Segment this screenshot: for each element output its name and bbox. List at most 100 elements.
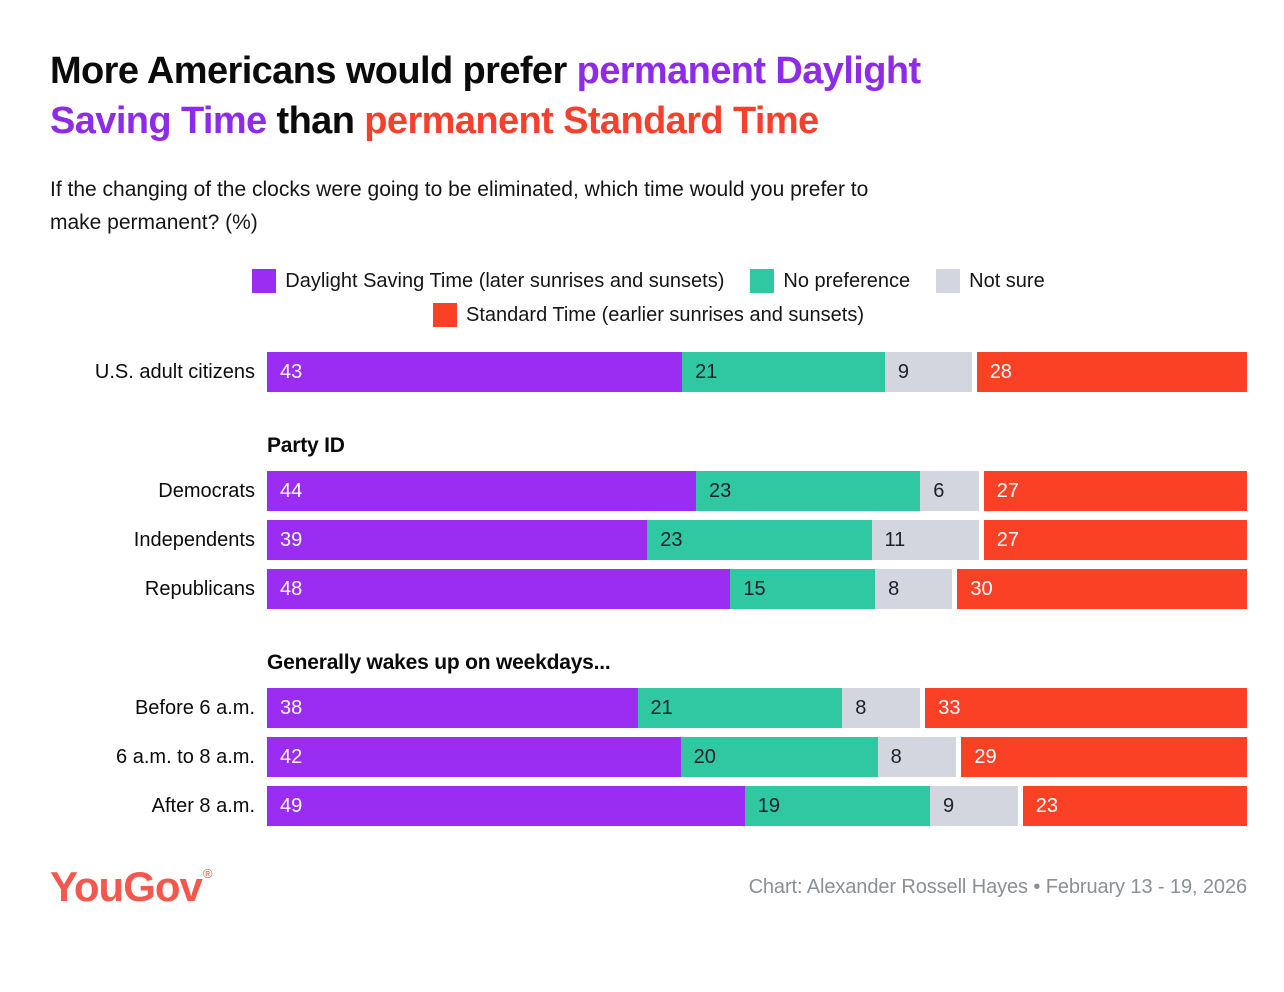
- bar-segment-no-preference: 21: [682, 352, 885, 392]
- bar-segment-dst: 39: [267, 520, 648, 560]
- bar-row: U.S. adult citizens 43 21 9 28: [50, 352, 1247, 392]
- segment-value: 11: [884, 528, 906, 551]
- segment-value: 19: [757, 794, 780, 817]
- chart-legend: Daylight Saving Time (later sunrises and…: [50, 269, 1247, 327]
- standard-time-swatch-icon: [433, 303, 458, 327]
- row-label: Before 6 a.m.: [134, 696, 255, 719]
- bar-group: Generally wakes up on weekdays... Before …: [50, 651, 1247, 826]
- group-header: Party ID: [267, 434, 345, 457]
- legend-item-no-preference: No preference: [750, 269, 910, 293]
- bar-segment-dst: 49: [267, 786, 745, 826]
- segment-value: 8: [855, 696, 867, 719]
- bar-segment-not-sure: 8: [842, 688, 921, 728]
- segment-gap: [978, 471, 984, 511]
- legend-label-standard-time: Standard Time (earlier sunrises and suns…: [466, 303, 864, 326]
- segment-value: 39: [280, 528, 303, 551]
- bar-segment-standard-time: 28: [976, 352, 1247, 392]
- stacked-bar: 48 15 8 30: [267, 569, 1247, 609]
- bar-segment-not-sure: 6: [920, 471, 979, 511]
- segment-value: 8: [890, 745, 902, 768]
- segment-value: 33: [938, 696, 961, 719]
- row-label: Republicans: [144, 577, 255, 600]
- chart-footer: YouGov® Chart: Alexander Rossell Hayes •…: [50, 866, 1247, 908]
- bar-segment-not-sure: 8: [877, 737, 957, 777]
- segment-gap: [920, 688, 926, 728]
- chart-credit: Chart: Alexander Rossell Hayes • Februar…: [748, 875, 1248, 898]
- yougov-logo: YouGov®: [50, 863, 213, 910]
- bar-segment-dst: 48: [267, 569, 731, 609]
- yougov-logo-text: YouGov: [50, 863, 203, 910]
- bar-segment-no-preference: 23: [696, 471, 921, 511]
- no-preference-swatch-icon: [750, 269, 775, 293]
- bar-row: Before 6 a.m. 38 21 8 33: [50, 688, 1247, 728]
- bar-segment-dst: 42: [267, 737, 681, 777]
- segment-value: 44: [280, 479, 303, 502]
- subtitle-line-2: make permanent? (%): [50, 211, 258, 234]
- bar-segment-standard-time: 30: [957, 569, 1247, 609]
- bar-segment-no-preference: 23: [647, 520, 872, 560]
- segment-value: 48: [280, 577, 303, 600]
- segment-value: 27: [996, 528, 1019, 551]
- chart-body: U.S. adult citizens 43 21 9 28 Party ID Democr…: [50, 352, 1247, 826]
- bar-segment-not-sure: 9: [884, 352, 972, 392]
- segment-value: 43: [280, 360, 303, 383]
- segment-gap: [971, 352, 977, 392]
- title-purple-2: Saving Time: [50, 100, 267, 142]
- bar-segment-dst: 38: [267, 688, 638, 728]
- bar-segment-not-sure: 8: [875, 569, 953, 609]
- row-label: After 8 a.m.: [151, 794, 255, 817]
- bar-group: U.S. adult citizens 43 21 9 28: [50, 352, 1247, 392]
- title-purple-1: permanent Daylight: [576, 50, 922, 92]
- subtitle-line-1: If the changing of the clocks were going…: [50, 178, 869, 201]
- group-header: Generally wakes up on weekdays...: [267, 651, 611, 674]
- bar-segment-standard-time: 27: [983, 471, 1247, 511]
- segment-value: 38: [280, 696, 303, 719]
- legend-label-no-preference: No preference: [783, 269, 911, 292]
- bar-row: Republicans 48 15 8 30: [50, 569, 1247, 609]
- segment-value: 49: [280, 794, 303, 817]
- bar-group: Party ID Democrats 44 23 6 27 Independents 39 23…: [50, 434, 1247, 609]
- legend-item-standard-time: Standard Time (earlier sunrises and suns…: [433, 303, 864, 327]
- stacked-bar: 42 20 8 29: [267, 737, 1247, 777]
- stacked-bar: 44 23 6 27: [267, 471, 1247, 511]
- bar-segment-dst: 43: [267, 352, 683, 392]
- segment-gap: [952, 569, 958, 609]
- legend-item-not-sure: Not sure: [936, 269, 1045, 293]
- legend-row-1: Daylight Saving Time (later sunrises and…: [252, 269, 1045, 293]
- segment-value: 8: [888, 577, 900, 600]
- not-sure-swatch-icon: [936, 269, 961, 293]
- segment-value: 6: [933, 479, 945, 502]
- bar-segment-dst: 44: [267, 471, 696, 511]
- bar-segment-no-preference: 15: [730, 569, 876, 609]
- segment-value: 15: [743, 577, 766, 600]
- registered-mark-icon: ®: [202, 866, 213, 881]
- bar-segment-standard-time: 29: [961, 737, 1247, 777]
- row-label: Democrats: [158, 479, 255, 502]
- stacked-bar: 39 23 11 27: [267, 520, 1247, 560]
- legend-label-not-sure: Not sure: [969, 269, 1045, 292]
- bar-segment-standard-time: 27: [983, 520, 1247, 560]
- title-red-1: permanent Standard Time: [364, 100, 819, 142]
- segment-value: 21: [650, 696, 673, 719]
- segment-value: 30: [970, 577, 993, 600]
- stacked-bar: 43 21 9 28: [267, 352, 1247, 392]
- legend-label-dst: Daylight Saving Time (later sunrises and…: [285, 269, 725, 292]
- stacked-bar: 49 19 9 23: [267, 786, 1247, 826]
- bar-segment-not-sure: 9: [930, 786, 1018, 826]
- title-black-2: than: [266, 100, 365, 142]
- bar-segment-standard-time: 33: [925, 688, 1247, 728]
- segment-value: 28: [989, 360, 1012, 383]
- bar-segment-not-sure: 11: [871, 520, 979, 560]
- dst-swatch-icon: [252, 269, 277, 293]
- segment-value: 23: [660, 528, 683, 551]
- bar-row: After 8 a.m. 49 19 9 23: [50, 786, 1247, 826]
- segment-value: 9: [897, 360, 909, 383]
- bar-segment-no-preference: 20: [680, 737, 878, 777]
- segment-value: 21: [695, 360, 718, 383]
- legend-row-2: Standard Time (earlier sunrises and suns…: [433, 303, 864, 327]
- bar-row: Democrats 44 23 6 27: [50, 471, 1247, 511]
- bar-segment-standard-time: 23: [1022, 786, 1247, 826]
- chart-subtitle: If the changing of the clocks were going…: [50, 173, 1247, 239]
- chart-title: More Americans would prefer permanent Da…: [50, 46, 1247, 146]
